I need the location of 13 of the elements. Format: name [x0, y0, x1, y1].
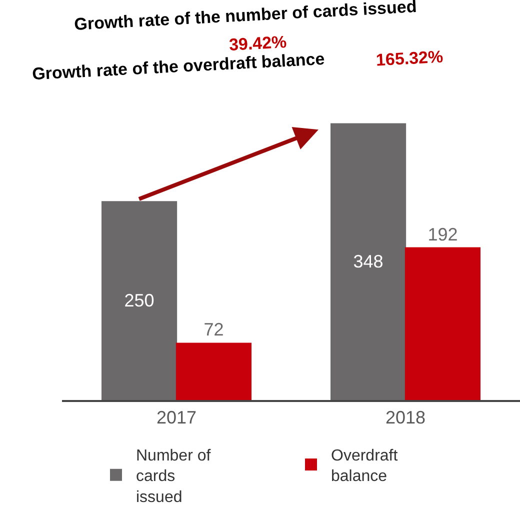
- text: 165.32%: [376, 47, 444, 70]
- data-label: 192: [428, 224, 458, 244]
- data-label: 250: [124, 290, 154, 311]
- x-tick-label: 2018: [385, 407, 426, 428]
- bar: [176, 342, 252, 400]
- legend-label: Overdraft balance: [331, 447, 398, 486]
- bar: [330, 123, 406, 400]
- bar: [404, 247, 480, 400]
- x-tick-label: 2017: [156, 407, 197, 428]
- legend-label: Number of cards issued: [136, 447, 212, 506]
- data-label: 348: [353, 252, 384, 272]
- text: Growth rate of the number of cards issued: [74, 0, 418, 34]
- data-label: 72: [204, 320, 224, 340]
